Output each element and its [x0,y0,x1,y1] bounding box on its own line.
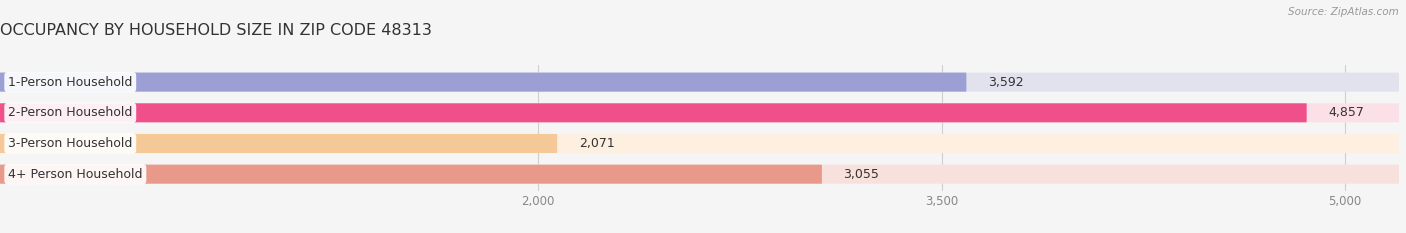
FancyBboxPatch shape [0,73,966,92]
FancyBboxPatch shape [0,134,557,153]
FancyBboxPatch shape [0,165,823,184]
FancyBboxPatch shape [0,134,1399,153]
Text: 3,055: 3,055 [844,168,879,181]
Text: 3-Person Household: 3-Person Household [8,137,132,150]
Text: 1-Person Household: 1-Person Household [8,76,132,89]
Text: 4+ Person Household: 4+ Person Household [8,168,142,181]
FancyBboxPatch shape [0,103,1306,122]
Text: 2,071: 2,071 [579,137,614,150]
FancyBboxPatch shape [0,165,1399,184]
Text: 2-Person Household: 2-Person Household [8,106,132,119]
Text: 3,592: 3,592 [988,76,1024,89]
Text: Source: ZipAtlas.com: Source: ZipAtlas.com [1288,7,1399,17]
FancyBboxPatch shape [0,103,1399,122]
FancyBboxPatch shape [0,73,1399,92]
Text: 4,857: 4,857 [1329,106,1364,119]
Text: OCCUPANCY BY HOUSEHOLD SIZE IN ZIP CODE 48313: OCCUPANCY BY HOUSEHOLD SIZE IN ZIP CODE … [0,23,432,38]
